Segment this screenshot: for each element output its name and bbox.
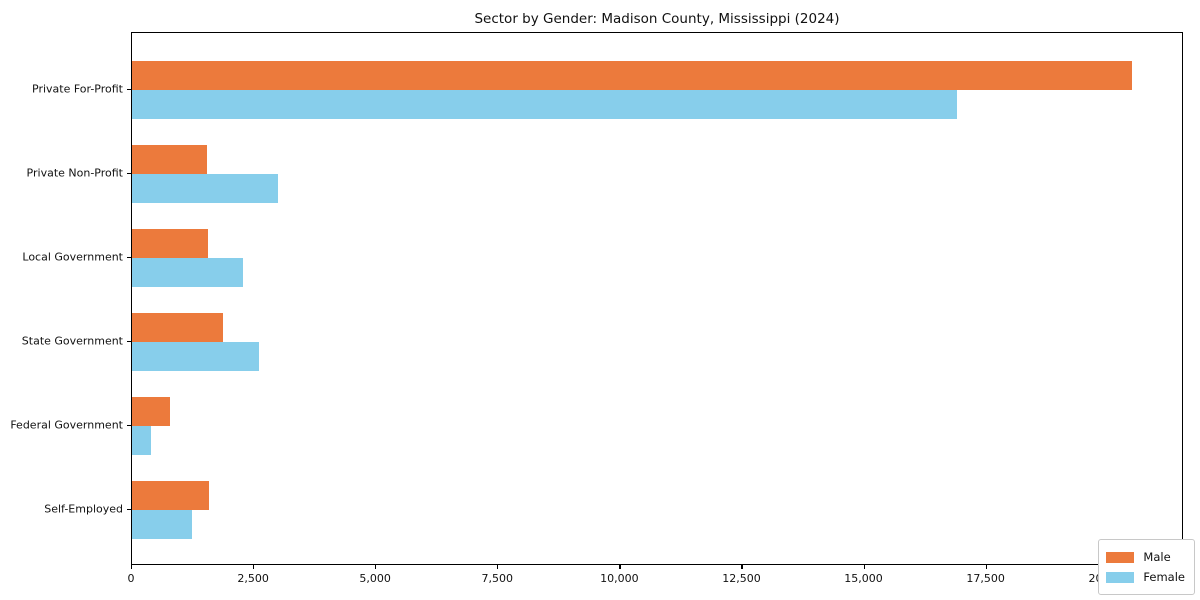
x-tick-label: 12,500	[722, 572, 761, 585]
bar-female-private-non-profit	[132, 173, 279, 203]
y-tick-label: Self-Employed	[44, 502, 123, 515]
x-tick-mark	[497, 565, 499, 569]
x-tick-mark	[619, 565, 621, 569]
y-tick-label: Private Non-Profit	[26, 166, 123, 179]
legend-swatch-male	[1106, 551, 1135, 563]
x-tick-mark	[253, 565, 255, 569]
legend-label: Female	[1143, 570, 1185, 584]
x-tick-mark	[741, 565, 743, 569]
x-tick-label: 2,500	[237, 572, 269, 585]
legend-entry-female: Female	[1106, 567, 1185, 587]
bar-female-self-employed	[132, 509, 192, 539]
x-tick-label: 7,500	[481, 572, 514, 585]
bar-male-private-for-profit	[132, 60, 1133, 90]
x-tick-label: 5,000	[359, 572, 391, 585]
bar-female-private-for-profit	[132, 89, 958, 119]
bar-female-federal-government	[132, 425, 152, 455]
x-tick-label: 10,000	[600, 572, 639, 585]
y-tick-mark	[127, 256, 131, 258]
bar-male-private-non-profit	[132, 144, 207, 174]
plot-area	[131, 32, 1183, 565]
x-tick-label: 15,000	[844, 572, 883, 585]
y-tick-mark	[127, 88, 131, 90]
x-tick-mark	[985, 565, 987, 569]
legend-swatch-female	[1106, 571, 1135, 583]
x-tick-label: 17,500	[966, 572, 1005, 585]
legend: Male Female	[1098, 539, 1195, 595]
chart-title: Sector by Gender: Madison County, Missis…	[474, 11, 840, 27]
x-tick-label: 0	[127, 572, 135, 585]
bar-male-state-government	[132, 312, 223, 342]
bar-male-local-government	[132, 228, 209, 258]
bar-male-federal-government	[132, 396, 171, 426]
y-tick-mark	[127, 340, 131, 342]
bar-male-self-employed	[132, 480, 210, 510]
bar-female-local-government	[132, 257, 244, 287]
x-tick-mark	[863, 565, 865, 569]
y-tick-mark	[127, 172, 131, 174]
y-tick-label: Federal Government	[10, 418, 123, 431]
y-tick-label: Local Government	[22, 250, 123, 263]
y-tick-label: Private For-Profit	[32, 82, 123, 95]
x-tick-mark	[375, 565, 377, 569]
bar-female-state-government	[132, 341, 259, 371]
legend-entry-male: Male	[1106, 547, 1185, 567]
y-tick-label: State Government	[21, 334, 123, 347]
legend-label: Male	[1143, 550, 1171, 564]
y-tick-mark	[127, 424, 131, 426]
x-tick-mark	[131, 565, 133, 569]
y-tick-mark	[127, 508, 131, 510]
